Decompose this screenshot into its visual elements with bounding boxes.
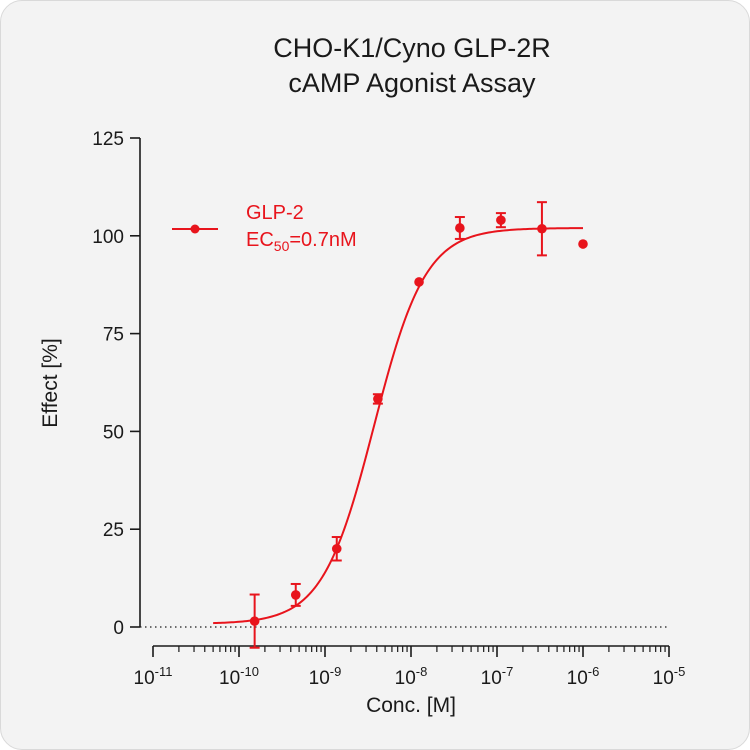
- data-point: [331, 543, 342, 554]
- data-point: [414, 277, 424, 287]
- x-tick-label-base: 10: [481, 668, 502, 689]
- data-point: [290, 590, 301, 600]
- data-point: [578, 239, 588, 249]
- x-tick-label-exponent: -11: [155, 664, 173, 679]
- x-tick-label: 10-9: [309, 664, 342, 689]
- legend-entry-name: GLP-2: [246, 202, 304, 224]
- x-tick-label: 10-11: [134, 664, 173, 689]
- y-axis-label: Effect [%]: [39, 338, 62, 428]
- legend-entry-ec50: EC50=0.7nM: [246, 229, 357, 254]
- x-axis-label: Conc. [M]: [366, 694, 456, 717]
- y-tick-label: 125: [92, 129, 124, 150]
- legend: GLP-2 EC50=0.7nM: [172, 202, 357, 254]
- legend-ec50-subscript: 50: [274, 238, 290, 254]
- y-tick-label: 25: [103, 520, 124, 541]
- data-point: [537, 223, 547, 234]
- chart-title-line-1: CHO-K1/Cyno GLP-2R: [273, 33, 551, 63]
- y-tick-label: 50: [103, 422, 124, 443]
- x-tick-label-base: 10: [309, 668, 330, 689]
- data-point: [249, 616, 260, 626]
- x-tick-label-base: 10: [134, 668, 155, 689]
- x-tick-label: 10-10: [219, 664, 259, 689]
- x-tick-label-base: 10: [395, 668, 416, 689]
- legend-ec50-value: =0.7nM: [289, 229, 356, 251]
- y-tick-label: 75: [103, 325, 124, 346]
- data-point: [496, 215, 506, 225]
- x-tick-label-base: 10: [567, 668, 588, 689]
- fit-curve: [213, 227, 584, 625]
- x-tick-label-base: 10: [653, 668, 674, 689]
- x-tick-label-base: 10: [219, 668, 240, 689]
- data-point: [455, 223, 465, 233]
- x-tick-label: 10-6: [567, 664, 600, 689]
- x-tick-label-exponent: -8: [416, 664, 428, 679]
- x-tick-label-exponent: -6: [588, 664, 600, 679]
- x-tick-label-exponent: -5: [674, 664, 686, 679]
- y-tick-label: 100: [92, 227, 124, 248]
- data-point: [373, 394, 383, 404]
- y-tick-label: 0: [113, 618, 124, 639]
- x-tick-label-exponent: -10: [240, 664, 259, 679]
- x-tick-label-exponent: -9: [330, 664, 342, 679]
- x-tick-label-exponent: -7: [502, 664, 514, 679]
- x-tick-label: 10-7: [481, 664, 514, 689]
- data-points-group: [249, 201, 588, 649]
- fit-curve-group: [213, 227, 584, 625]
- x-tick-label: 10-5: [653, 664, 686, 689]
- chart-title-line-2: cAMP Agonist Assay: [288, 68, 536, 98]
- x-tick-label: 10-8: [395, 664, 428, 689]
- legend-marker: [190, 224, 200, 234]
- legend-ec50-prefix: EC: [246, 229, 274, 251]
